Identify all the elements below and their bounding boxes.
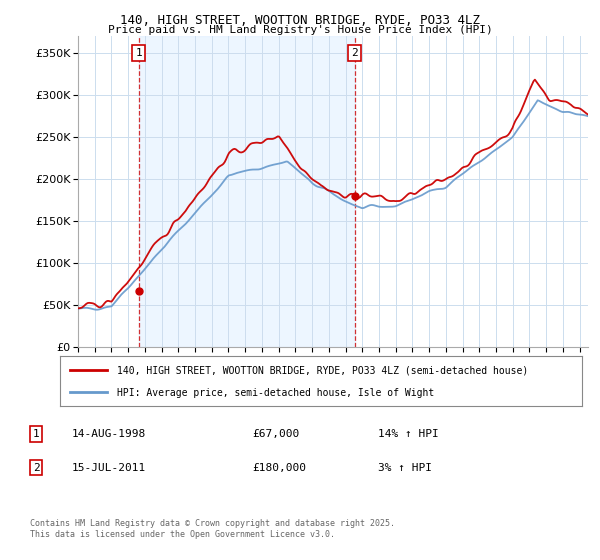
Text: £180,000: £180,000 xyxy=(252,463,306,473)
Text: 15-JUL-2011: 15-JUL-2011 xyxy=(72,463,146,473)
Text: 2: 2 xyxy=(32,463,40,473)
Text: Contains HM Land Registry data © Crown copyright and database right 2025.
This d: Contains HM Land Registry data © Crown c… xyxy=(30,520,395,539)
Bar xyxy=(139,36,355,347)
Text: 3% ↑ HPI: 3% ↑ HPI xyxy=(378,463,432,473)
Text: 2: 2 xyxy=(351,48,358,58)
Text: Price paid vs. HM Land Registry's House Price Index (HPI): Price paid vs. HM Land Registry's House … xyxy=(107,25,493,35)
Text: 140, HIGH STREET, WOOTTON BRIDGE, RYDE, PO33 4LZ (semi-detached house): 140, HIGH STREET, WOOTTON BRIDGE, RYDE, … xyxy=(118,366,529,376)
Text: £67,000: £67,000 xyxy=(252,429,299,439)
Text: 14% ↑ HPI: 14% ↑ HPI xyxy=(378,429,439,439)
Text: 1: 1 xyxy=(32,429,40,439)
Text: HPI: Average price, semi-detached house, Isle of Wight: HPI: Average price, semi-detached house,… xyxy=(118,388,434,398)
Text: 140, HIGH STREET, WOOTTON BRIDGE, RYDE, PO33 4LZ: 140, HIGH STREET, WOOTTON BRIDGE, RYDE, … xyxy=(120,14,480,27)
Text: 1: 1 xyxy=(135,48,142,58)
Text: 14-AUG-1998: 14-AUG-1998 xyxy=(72,429,146,439)
